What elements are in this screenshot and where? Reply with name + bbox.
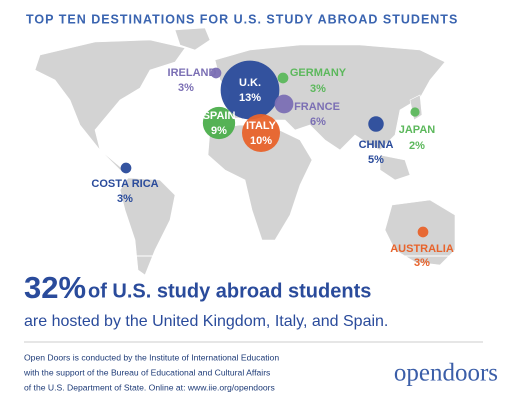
destination-name: FRANCE <box>294 101 340 113</box>
destination-name: CHINA <box>359 139 394 151</box>
destination-share: 3% <box>178 82 194 94</box>
footer-line: Open Doors is conducted by the Institute… <box>24 352 279 362</box>
world-map <box>34 27 456 276</box>
headline-subtext: are hosted by the United Kingdom, Italy,… <box>24 313 388 330</box>
footer-line: of the U.S. Department of State. Online … <box>24 382 275 392</box>
logo: opendoors <box>394 360 498 387</box>
destination-share: 9% <box>211 125 227 137</box>
destination-share: 3% <box>310 83 326 95</box>
destination-bubble <box>202 106 236 140</box>
destination-share: 10% <box>250 135 272 147</box>
destination-bubble <box>242 114 280 152</box>
title: TOP TEN DESTINATIONS FOR U.S. STUDY ABRO… <box>26 12 458 26</box>
destination-share: 3% <box>414 257 430 269</box>
destination-share: 13% <box>239 92 261 104</box>
headline-text: of U.S. study abroad students <box>88 280 371 302</box>
destination-name: JAPAN <box>399 124 436 136</box>
destination-name: AUSTRALIA <box>390 243 454 255</box>
footer-line: with the support of the Bureau of Educat… <box>23 367 270 377</box>
destination-bubble <box>120 162 132 174</box>
destination-share: 5% <box>368 154 384 166</box>
destination-bubble <box>220 60 280 120</box>
destination-name: GERMANY <box>290 67 347 79</box>
destination-bubble <box>210 67 222 79</box>
destination-name: U.K. <box>239 77 261 89</box>
destination-name: ITALY <box>246 120 277 132</box>
destination-bubble <box>277 72 289 84</box>
destination-share: 6% <box>310 116 326 128</box>
bubbles: U.K. 13% IRELAND 3% GERMANY 3% FRANCE 6% SPAIN 9%… <box>91 60 454 269</box>
destination-name: COSTA RICA <box>91 178 158 190</box>
destination-bubble <box>368 116 384 132</box>
destination-bubble <box>274 94 294 114</box>
destination-bubble <box>417 226 429 238</box>
destination-bubble <box>410 107 420 117</box>
destination-share: 3% <box>117 193 133 205</box>
destination-share: 2% <box>409 140 425 152</box>
destination-name: SPAIN <box>203 110 236 122</box>
headline-figure: 32% <box>24 270 86 305</box>
destination-name: IRELAND <box>168 67 217 79</box>
